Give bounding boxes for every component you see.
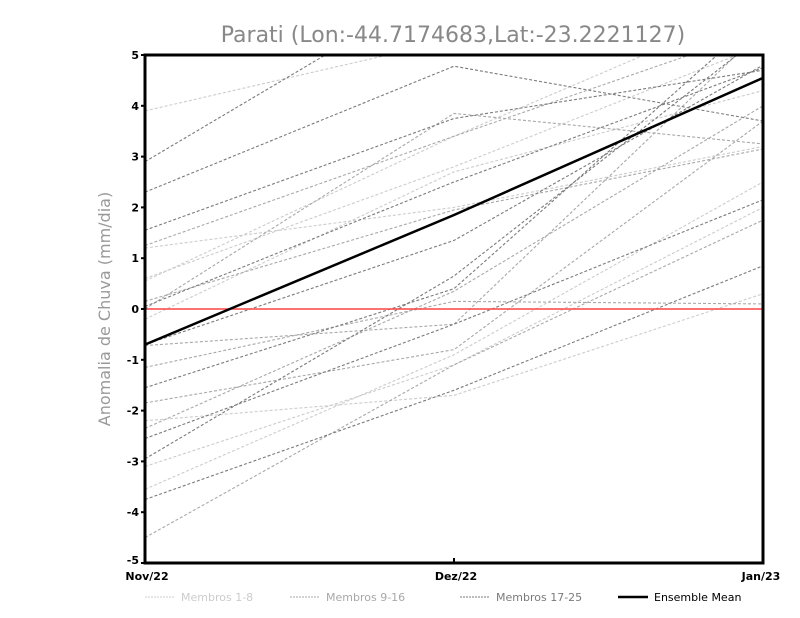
- y-tick-label: -3: [127, 455, 139, 468]
- member-line-g2-5: [145, 105, 763, 429]
- x-tick-label: Jan/23: [741, 570, 781, 583]
- y-tick-label: 2: [131, 201, 139, 214]
- plot-area: [145, 55, 763, 539]
- member-line-g1-5: [145, 293, 763, 422]
- ensemble-mean-line: [145, 76, 763, 346]
- y-tick-label: 0: [131, 303, 139, 316]
- y-tick-label: 4: [131, 100, 139, 113]
- member-line-g3-9: [145, 67, 763, 307]
- member-line-g1-6: [145, 206, 763, 468]
- x-axis: Nov/22 Dez/22 Jan/23: [125, 558, 780, 583]
- member-line-g1-2: [145, 55, 739, 280]
- member-line-g3-5: [145, 199, 763, 440]
- member-line-g2-6: [145, 219, 763, 539]
- y-tick-label: 3: [131, 151, 139, 164]
- x-tick-label: Nov/22: [125, 570, 168, 583]
- member-line-g3-8: [145, 55, 719, 389]
- legend: Membros 1-8 Membros 9-16 Membros 17-25 Ense…: [145, 591, 741, 604]
- legend-label: Ensemble Mean: [654, 591, 741, 604]
- member-line-g1-4: [145, 90, 763, 320]
- member-line-g2-4: [145, 148, 763, 302]
- chart-title: Parati (Lon:-44.7174683,Lat:-23.2221127): [221, 23, 685, 48]
- legend-label: Membros 1-8: [181, 591, 253, 604]
- y-tick-label: -4: [127, 506, 140, 519]
- member-line-g3-3: [145, 69, 763, 231]
- y-tick-label: -1: [127, 354, 139, 367]
- member-line-g2-1: [145, 55, 692, 247]
- member-line-g2-3: [145, 120, 763, 404]
- y-axis-label: Anomalia de Chuva (mm/dia): [95, 192, 114, 426]
- member-line-g1-7: [145, 181, 763, 490]
- member-line-g3-7: [145, 265, 763, 501]
- y-tick-label: 5: [131, 49, 139, 62]
- legend-label: Membros 9-16: [326, 591, 405, 604]
- y-tick-label: 1: [131, 252, 139, 265]
- x-tick-label: Dez/22: [435, 570, 477, 583]
- y-axis: -5 -4 -3 -2 -1 0 1 2 3 4 5: [127, 49, 145, 567]
- member-line-g2-2: [145, 300, 763, 368]
- y-tick-label: -2: [127, 405, 139, 418]
- member-line-g2-7: [145, 112, 763, 310]
- member-line-g3-6: [145, 55, 738, 460]
- y-tick-label: -5: [127, 554, 139, 567]
- legend-label: Membros 17-25: [496, 591, 582, 604]
- member-line-g1-1: [145, 55, 391, 112]
- member-line-g3-2: [145, 65, 763, 193]
- member-line-g1-3: [145, 145, 763, 249]
- member-line-g2-8: [145, 55, 738, 347]
